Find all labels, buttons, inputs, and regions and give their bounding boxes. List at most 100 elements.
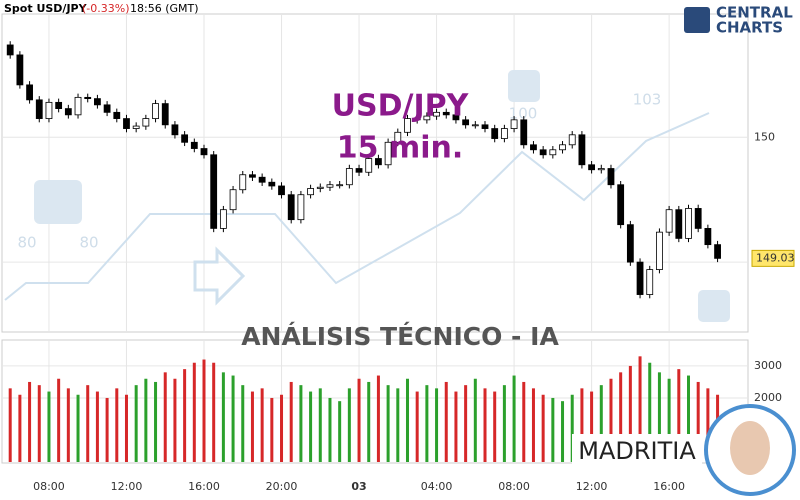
volume-bar xyxy=(95,391,99,462)
volume-bar xyxy=(260,388,264,462)
volume-bar xyxy=(289,381,293,462)
candle-body xyxy=(626,224,634,263)
candle-body xyxy=(219,209,227,229)
volume-bar xyxy=(318,388,322,462)
candle-body xyxy=(597,168,605,171)
candle-body xyxy=(142,118,150,127)
candle-body xyxy=(665,209,673,233)
volume-bar xyxy=(706,388,710,462)
candle-body xyxy=(239,174,247,191)
avatar-face xyxy=(730,421,770,475)
candle-body xyxy=(268,181,276,187)
watermark-label: 80 xyxy=(79,234,98,252)
candle-body xyxy=(646,269,654,295)
candle-body xyxy=(365,158,373,173)
candle-body xyxy=(74,96,82,116)
candle-body xyxy=(413,118,421,121)
brand: MADRITIA xyxy=(578,437,696,465)
candle-body xyxy=(278,185,285,196)
candle-body xyxy=(336,184,344,187)
volume-bar xyxy=(638,356,642,462)
change: (-0.33%) xyxy=(82,2,130,15)
candle-body xyxy=(471,124,479,127)
x-tick-label: 08:00 xyxy=(33,480,65,493)
last-price-box xyxy=(751,249,795,267)
candle-body xyxy=(462,119,470,126)
volume-bar xyxy=(241,385,245,462)
volume-bar xyxy=(231,375,235,462)
volume-bar xyxy=(347,388,351,462)
watermark-icon xyxy=(698,290,730,322)
candle-body xyxy=(520,119,528,146)
volume-bar xyxy=(212,362,216,462)
volume-bar xyxy=(115,388,119,462)
volume-bar xyxy=(76,394,80,462)
banner: ANÁLISIS TÉCNICO - IA xyxy=(241,322,559,351)
candle-body xyxy=(103,104,111,113)
candle-body xyxy=(84,96,92,100)
watermark-label: 100 xyxy=(509,105,538,123)
candle-body xyxy=(578,134,586,166)
candle-body xyxy=(152,103,159,119)
candle-body xyxy=(530,144,537,151)
volume-bar xyxy=(338,401,342,462)
volume-bar xyxy=(154,381,158,462)
volume-bar xyxy=(696,381,700,462)
candle-body xyxy=(35,99,43,119)
volume-bar xyxy=(444,381,448,462)
volume-bar xyxy=(570,394,574,462)
volume-bar xyxy=(28,381,32,462)
volume-panel xyxy=(1,339,749,464)
volume-bar xyxy=(309,391,313,462)
candle-body xyxy=(45,101,53,119)
candle-body xyxy=(355,168,363,173)
volume-bar xyxy=(609,378,613,462)
volume-bar xyxy=(183,369,187,462)
volume-bar xyxy=(396,388,400,462)
candle-body xyxy=(442,111,450,116)
y-tick-label: 3000 xyxy=(754,359,782,372)
volume-bar xyxy=(628,365,632,462)
volume-bar xyxy=(202,359,206,462)
volume-bar xyxy=(599,385,603,462)
volume-bar xyxy=(47,391,51,462)
candle-body xyxy=(316,186,324,189)
candle-body xyxy=(694,208,702,229)
volume-bar xyxy=(551,397,555,462)
volume-bar xyxy=(367,381,371,462)
candle-body xyxy=(287,194,295,221)
volume-bar xyxy=(483,388,487,462)
candle-body xyxy=(123,118,130,129)
volume-bar xyxy=(522,381,526,462)
logo-mark xyxy=(684,7,710,33)
candle-body xyxy=(559,144,566,151)
volume-bar xyxy=(134,385,138,462)
x-tick-label: 04:00 xyxy=(421,480,453,493)
price-panel xyxy=(1,13,749,333)
volume-bar xyxy=(464,385,468,462)
candle-body xyxy=(16,54,24,86)
volume-bar xyxy=(105,397,109,462)
volume-bar xyxy=(173,378,177,462)
volume-bar xyxy=(619,372,623,462)
volume-bar xyxy=(531,388,535,462)
volume-bar xyxy=(57,378,61,462)
candle-body xyxy=(55,101,63,109)
candle-body xyxy=(452,114,460,121)
volume-bar xyxy=(357,378,361,462)
candle-body xyxy=(675,209,683,239)
volume-bar xyxy=(250,391,254,462)
volume-bar xyxy=(376,375,380,462)
volume-bar xyxy=(280,394,284,462)
x-tick-label: 12:00 xyxy=(576,480,608,493)
candle-body xyxy=(26,84,33,101)
grid xyxy=(2,14,748,462)
candle-body xyxy=(326,184,334,188)
volume-bar xyxy=(144,378,148,462)
watermark-label: 103 xyxy=(633,91,662,109)
candle-body xyxy=(510,119,518,129)
volume-bar xyxy=(512,375,516,462)
candle-body xyxy=(229,189,237,211)
candle-body xyxy=(394,131,402,143)
